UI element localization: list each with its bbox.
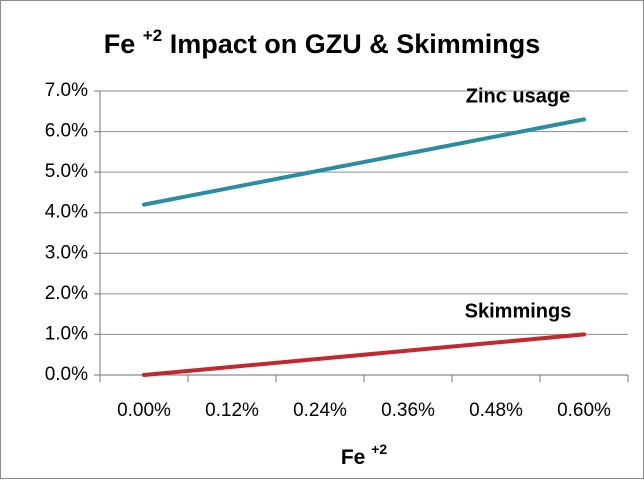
- x-axis-label: Fe +2: [341, 441, 388, 469]
- y-tick-label: 7.0%: [45, 80, 88, 101]
- x-tick-label: 0.12%: [205, 400, 259, 421]
- x-label-superscript: +2: [371, 441, 387, 457]
- y-tick-label: 6.0%: [45, 121, 88, 142]
- y-tick-label: 4.0%: [45, 202, 88, 223]
- y-tick-label: 5.0%: [45, 161, 88, 182]
- y-tick-label: 1.0%: [45, 323, 88, 344]
- title-rest: Impact on GZU & Skimmings: [170, 29, 541, 59]
- x-tick-label: 0.00%: [117, 400, 171, 421]
- series-line: [142, 332, 586, 377]
- y-tick-label: 0.0%: [45, 364, 88, 385]
- chart-title: Fe +2 Impact on GZU & Skimmings: [104, 20, 541, 59]
- y-tick-label: 3.0%: [45, 242, 88, 263]
- x-tick-label: 0.36%: [381, 400, 435, 421]
- x-tick-label: 0.24%: [293, 400, 347, 421]
- series-line: [142, 117, 586, 207]
- title-superscript: +2: [143, 26, 162, 45]
- title-base: Fe: [104, 29, 136, 59]
- series-label: Zinc usage: [466, 86, 570, 108]
- x-tick-label: 0.60%: [557, 400, 611, 421]
- x-label-base: Fe: [341, 446, 366, 469]
- series-label: Skimmings: [465, 301, 572, 323]
- x-tick-label: 0.48%: [469, 400, 523, 421]
- y-tick-label: 2.0%: [45, 283, 88, 304]
